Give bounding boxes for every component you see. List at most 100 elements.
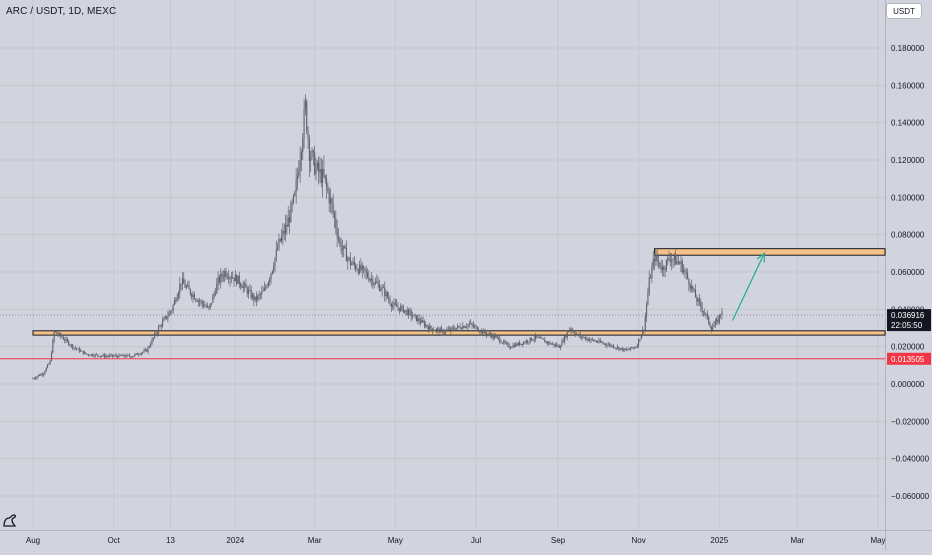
candle	[415, 315, 418, 321]
candle	[566, 331, 568, 338]
candle	[349, 257, 351, 265]
candle	[643, 329, 645, 331]
candle	[434, 330, 436, 332]
candle	[456, 325, 459, 329]
candle	[562, 340, 564, 342]
candle	[548, 342, 550, 344]
candle	[360, 264, 362, 271]
candle	[128, 355, 131, 357]
candle	[626, 349, 628, 351]
candle	[452, 327, 455, 330]
candle	[43, 373, 45, 375]
candle	[278, 238, 280, 249]
candle	[374, 281, 377, 284]
candle	[717, 319, 719, 323]
candle	[291, 202, 293, 204]
candle	[468, 323, 470, 325]
candle	[381, 287, 383, 291]
candle	[311, 150, 313, 158]
candle	[209, 303, 211, 308]
candle	[577, 334, 579, 335]
candle	[269, 278, 271, 282]
candle	[339, 239, 341, 243]
candle	[40, 374, 42, 376]
candle	[158, 326, 160, 333]
candle	[593, 339, 595, 342]
candle	[462, 326, 464, 329]
candle	[336, 228, 338, 238]
candle	[708, 316, 710, 324]
candle	[668, 257, 670, 261]
candle	[568, 331, 570, 333]
candle	[466, 326, 468, 328]
y-tick-label: 0.140000	[891, 119, 925, 128]
candle	[306, 101, 308, 131]
candle	[245, 283, 247, 288]
candle	[384, 287, 386, 297]
candle	[447, 328, 449, 330]
candle	[203, 303, 205, 307]
x-tick-label: 2025	[710, 536, 728, 545]
candle	[561, 340, 563, 347]
candle	[704, 312, 706, 314]
candle	[410, 311, 412, 317]
candle	[61, 336, 63, 338]
candle	[472, 324, 474, 327]
candle	[423, 322, 425, 327]
candle	[103, 354, 105, 357]
candle	[168, 312, 170, 316]
candle	[302, 138, 304, 153]
red-level-price-label: 0.013505	[891, 355, 925, 364]
candle	[247, 290, 250, 294]
candle	[404, 310, 406, 313]
candle	[602, 342, 604, 344]
candle	[195, 299, 197, 301]
candle	[599, 340, 601, 343]
candle	[46, 364, 49, 368]
candle	[171, 310, 173, 312]
candle	[667, 257, 669, 260]
y-tick-label: −0.040000	[891, 455, 930, 464]
candle	[500, 342, 502, 343]
candle	[565, 335, 567, 338]
candle	[380, 290, 382, 291]
candle	[483, 330, 485, 334]
candle	[110, 354, 112, 356]
y-tick-label: 0.160000	[891, 81, 925, 90]
support-zone[interactable]	[32, 330, 886, 336]
candle	[618, 346, 620, 350]
candle	[228, 277, 230, 280]
candle	[636, 345, 638, 348]
candle	[414, 314, 416, 316]
x-tick-label: Oct	[107, 536, 120, 545]
candle	[131, 356, 133, 358]
candle	[304, 101, 306, 110]
candle	[82, 350, 84, 354]
candle	[167, 315, 169, 319]
projection-arrow[interactable]	[731, 253, 765, 321]
candle	[147, 347, 149, 352]
candle	[314, 152, 316, 175]
candle	[45, 367, 47, 372]
candle	[265, 287, 267, 289]
candle	[377, 282, 379, 285]
currency-button[interactable]: USDT	[886, 3, 922, 19]
candle	[595, 340, 597, 342]
candle	[672, 259, 674, 260]
candle	[607, 344, 609, 346]
candle	[58, 333, 60, 335]
y-tick-label: 0.100000	[891, 193, 925, 202]
resistance-zone[interactable]	[654, 248, 886, 256]
candle	[140, 352, 142, 355]
candle	[353, 261, 355, 266]
candle	[193, 294, 195, 300]
chart-title: ARC / USDT, 1D, MEXC	[6, 6, 117, 17]
candle	[175, 300, 177, 302]
candle	[222, 276, 224, 278]
candle	[406, 309, 408, 316]
candle	[590, 338, 592, 340]
candle	[41, 374, 43, 375]
candle	[685, 271, 687, 273]
